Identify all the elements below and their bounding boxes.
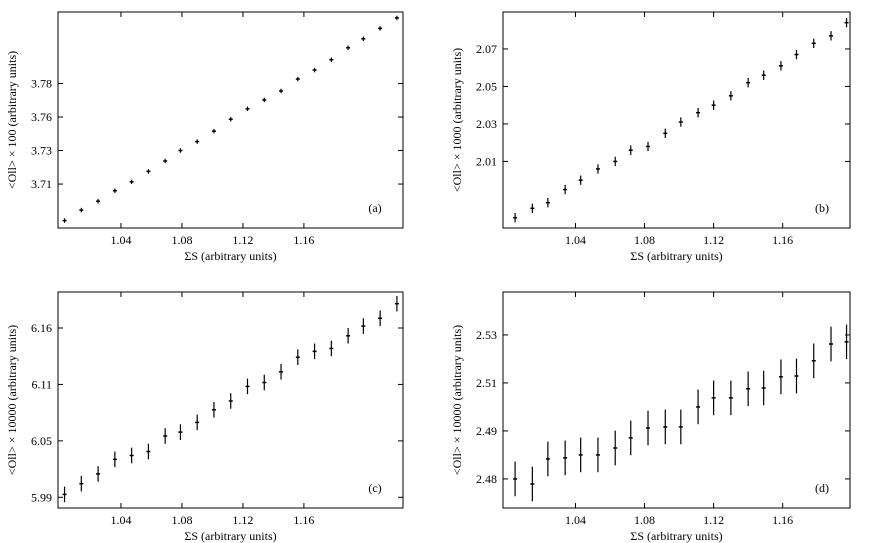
- y-tick-label: 2.05: [476, 79, 497, 93]
- x-axis-label: ΣS (arbitrary units): [630, 249, 722, 263]
- panel-label: (d): [815, 481, 829, 495]
- x-tick-label: 1.12: [232, 513, 253, 527]
- y-tick-label: 3.78: [31, 77, 52, 91]
- plot-frame: [502, 11, 851, 229]
- plot-frame: [502, 291, 851, 509]
- x-tick-label: 1.16: [293, 513, 314, 527]
- y-axis-label: <Oll> × 1000 (arbitrary units): [450, 48, 464, 192]
- y-tick-label: 2.01: [476, 154, 497, 168]
- y-tick-label: 3.71: [31, 177, 52, 191]
- x-tick-label: 1.12: [703, 513, 724, 527]
- x-tick-label: 1.04: [110, 513, 131, 527]
- x-tick-label: 1.12: [703, 233, 724, 247]
- y-tick-label: 2.03: [476, 117, 497, 131]
- x-axis-label: ΣS (arbitrary units): [184, 249, 276, 263]
- x-tick-label: 1.08: [634, 513, 655, 527]
- y-axis-label: <Oll> × 10000 (arbitrary units): [450, 325, 464, 475]
- y-tick-label: 2.53: [476, 328, 497, 342]
- x-axis-label: ΣS (arbitrary units): [630, 529, 722, 543]
- y-tick-label: 2.48: [476, 472, 497, 486]
- plot-frame: [57, 291, 404, 509]
- y-tick-label: 6.11: [31, 377, 52, 391]
- x-tick-label: 1.04: [110, 233, 131, 247]
- panel-label: (c): [368, 481, 381, 495]
- y-tick-label: 3.76: [31, 110, 52, 124]
- x-tick-label: 1.04: [565, 233, 586, 247]
- plot-frame: [57, 11, 404, 229]
- x-tick-label: 1.12: [232, 233, 253, 247]
- panel-label: (a): [368, 201, 381, 215]
- x-tick-label: 1.08: [634, 233, 655, 247]
- x-tick-label: 1.16: [772, 233, 793, 247]
- x-tick-label: 1.16: [293, 233, 314, 247]
- y-tick-label: 3.73: [31, 144, 52, 158]
- y-tick-label: 2.49: [476, 424, 497, 438]
- y-tick-label: 2.51: [476, 376, 497, 390]
- x-tick-label: 1.08: [171, 513, 192, 527]
- y-tick-label: 2.07: [476, 42, 497, 56]
- panel-label: (b): [815, 201, 829, 215]
- y-axis-label: <Oll> × 10000 (arbitrary units): [5, 325, 19, 475]
- x-tick-label: 1.08: [171, 233, 192, 247]
- y-tick-label: 6.16: [31, 321, 52, 335]
- y-tick-label: 5.99: [31, 490, 52, 504]
- y-axis-label: <Oll> × 100 (arbitrary units): [5, 51, 19, 189]
- x-axis-label: ΣS (arbitrary units): [184, 529, 276, 543]
- x-tick-label: 1.16: [772, 513, 793, 527]
- x-tick-label: 1.04: [565, 513, 586, 527]
- y-tick-label: 6.05: [31, 434, 52, 448]
